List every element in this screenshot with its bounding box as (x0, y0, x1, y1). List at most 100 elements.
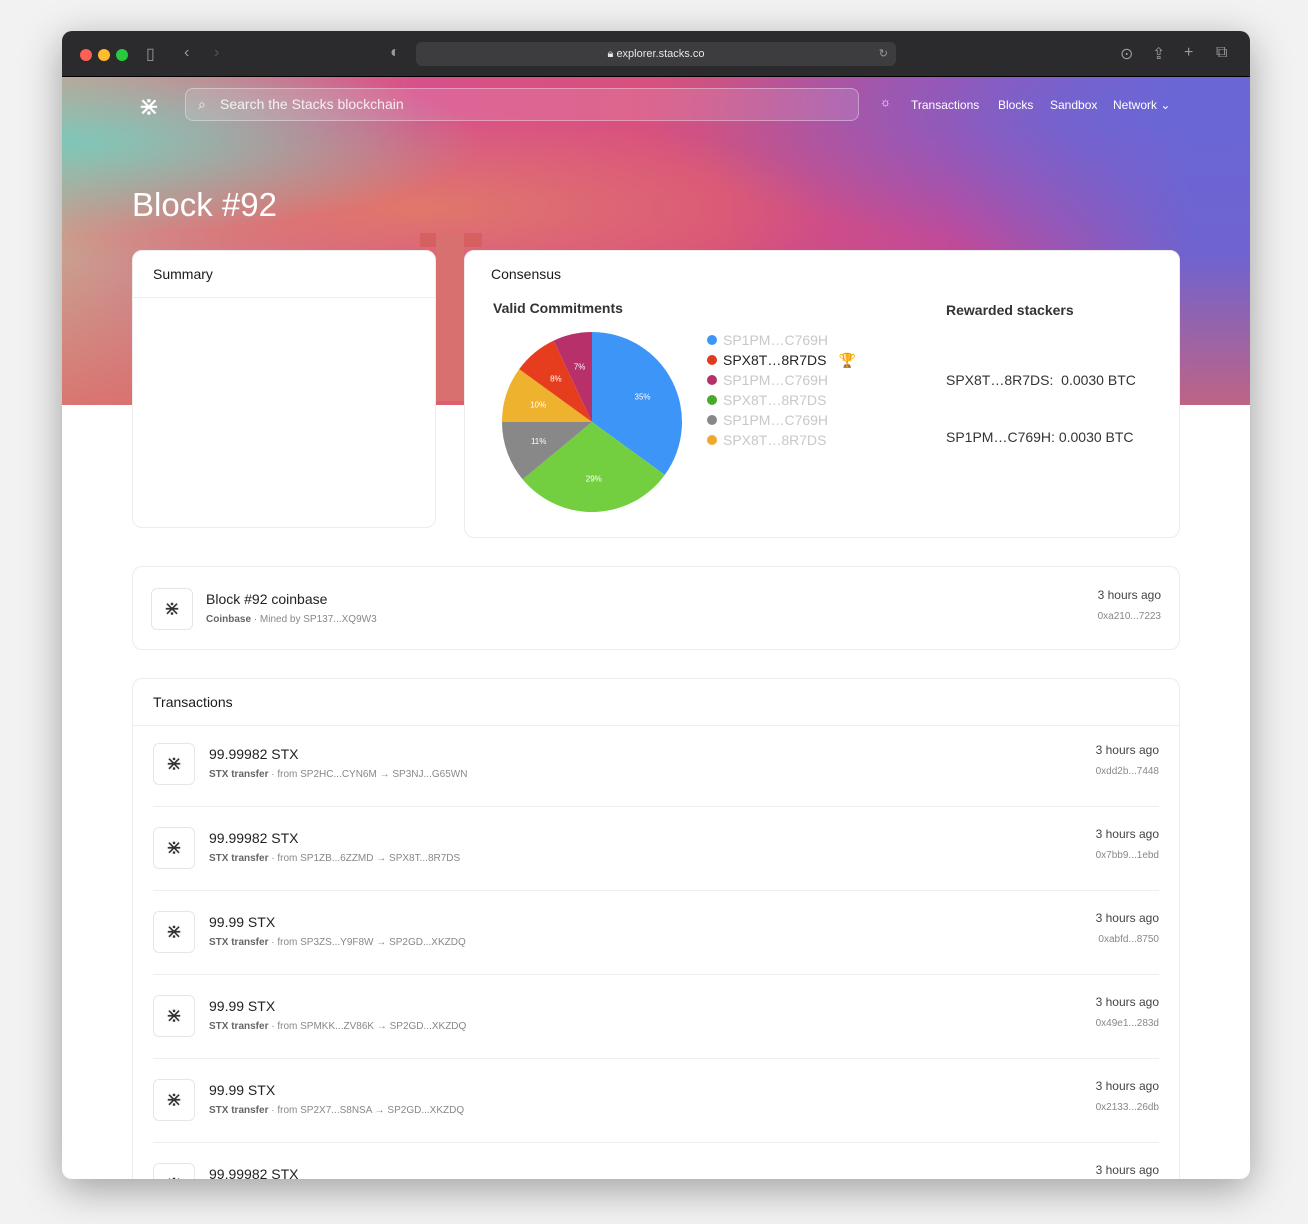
nav-network[interactable]: Network ⌄ (1113, 98, 1171, 112)
transaction-row[interactable]: ⋇ 99.99982 STX STX transfer · from SP2HC… (153, 723, 1159, 807)
legend-swatch (707, 355, 717, 365)
tx-type: STX transfer (209, 1021, 269, 1032)
legend-item: SPX8T…8R7DS (707, 392, 826, 408)
legend-item: SP1PM…C769H (707, 412, 828, 428)
coinbase-card[interactable]: ⋇ Block #92 coinbase Coinbase · Mined by… (132, 566, 1180, 650)
tx-from: from SP3ZS...Y9F8W (277, 937, 374, 948)
consensus-title: Consensus (491, 266, 562, 282)
consensus-card: Consensus Valid Commitments 35% 29% 11% 10%… (464, 250, 1180, 538)
search-input[interactable]: ⌕ Search the Stacks blockchain (185, 88, 859, 121)
transactions-title: Transactions (133, 679, 1179, 726)
tx-to: SP2GD...XKZDQ (387, 1105, 465, 1116)
stacks-icon: ⋇ (153, 1163, 195, 1179)
arrow-right-icon: → (376, 1021, 387, 1032)
transactions-card: Transactions ⋇ 99.99982 STX STX transfer… (132, 678, 1180, 1179)
pie-slice-label: 11% (531, 437, 546, 446)
stacks-icon: ⋇ (153, 911, 195, 953)
legend-label: SPX8T…8R7DS (723, 432, 827, 448)
summary-card: Summary (132, 250, 436, 528)
tx-time: 3 hours ago (1095, 827, 1159, 841)
tx-to: SP2GD...XKZDQ (389, 937, 466, 948)
nav-transactions[interactable]: Transactions (911, 98, 980, 112)
legend-swatch (707, 435, 717, 445)
tx-to: SP3NJ...G65WN (392, 769, 468, 780)
pie-slice[interactable] (553, 332, 592, 422)
nav-blocks[interactable]: Blocks (998, 98, 1034, 112)
pie-slice[interactable] (502, 369, 592, 422)
pie-slice[interactable] (519, 340, 592, 422)
legend-label: SP1PM…C769H (723, 332, 829, 348)
legend-label: SP1PM…C769H (723, 372, 829, 388)
stacks-icon: ⋇ (153, 743, 195, 785)
legend-label: SPX8T…8R7DS (723, 352, 827, 368)
tx-time: 3 hours ago (1097, 588, 1161, 602)
tx-hash: 0xa210...7223 (1097, 611, 1161, 622)
browser-toolbar: ▯ ‹ › ◐ 🔒︎ explorer.stacks.co ↻ ⊙ ⇪ + ⧉ (62, 31, 1250, 77)
coinbase-title: Block #92 coinbase (206, 591, 328, 607)
tx-time: 3 hours ago (1095, 1163, 1159, 1177)
transaction-row[interactable]: ⋇ 99.99982 STX 3 hours ago (153, 1143, 1159, 1179)
page-title: Block #92 (132, 186, 277, 223)
legend-label: SP1PM…C769H (723, 412, 829, 428)
browser-window: ▯ ‹ › ◐ 🔒︎ explorer.stacks.co ↻ ⊙ ⇪ + ⧉ ⋇… (62, 31, 1250, 1179)
decorative-shape (420, 233, 482, 401)
share-icon[interactable]: ⇪ (1152, 46, 1166, 63)
shield-icon[interactable]: ◐ (390, 44, 400, 61)
theme-toggle-icon[interactable]: ☼ (880, 95, 891, 109)
arrow-right-icon: → (374, 1105, 385, 1116)
transaction-row[interactable]: ⋇ 99.99 STX STX transfer · from SP2X7...… (153, 1059, 1159, 1143)
address-bar[interactable]: 🔒︎ explorer.stacks.co ↻ (416, 42, 896, 66)
legend-swatch (707, 335, 717, 345)
tx-amount: 99.99982 STX (209, 1166, 299, 1179)
back-icon[interactable]: ‹ (184, 44, 190, 61)
trophy-icon: 🏆 (838, 352, 856, 368)
arrow-right-icon: → (376, 853, 387, 864)
close-window-button[interactable] (80, 49, 92, 61)
tx-from: from SPMKK...ZV86K (277, 1021, 375, 1032)
forward-icon[interactable]: › (214, 44, 220, 61)
nav-sandbox[interactable]: Sandbox (1050, 98, 1098, 112)
tx-type: STX transfer (209, 853, 269, 864)
tx-time: 3 hours ago (1095, 995, 1159, 1009)
rewarded-stacker: SPX8T…8R7DS: 0.0030 BTC (946, 372, 1136, 388)
arrow-right-icon: → (376, 937, 387, 948)
tx-type: Coinbase (206, 614, 252, 625)
legend-swatch (707, 415, 717, 425)
stacks-icon: ⋇ (151, 588, 193, 630)
legend-swatch (707, 395, 717, 405)
tabs-overview-icon[interactable]: ⧉ (1216, 44, 1228, 61)
legend-item: SP1PM…C769H (707, 332, 828, 348)
transaction-row[interactable]: ⋇ 99.99 STX STX transfer · from SPMKK...… (153, 975, 1159, 1059)
tx-amount: 99.99 STX (209, 1082, 276, 1098)
valid-commitments-title: Valid Commitments (493, 300, 623, 316)
tx-hash: 0x49e1...283d (1095, 1018, 1159, 1029)
transaction-row[interactable]: ⋇ 99.99982 STX STX transfer · from SP1ZB… (153, 807, 1159, 891)
tx-to: SPX8T...8R7DS (389, 853, 461, 864)
maximize-window-button[interactable] (116, 49, 128, 61)
sidebar-icon[interactable]: ▯ (146, 46, 155, 63)
stacks-icon: ⋇ (153, 1079, 195, 1121)
tx-from: from SP1ZB...6ZZMD (277, 853, 374, 864)
pie-slice[interactable] (592, 332, 682, 475)
legend-label: SPX8T…8R7DS (723, 392, 827, 408)
transaction-row[interactable]: ⋇ 99.99 STX STX transfer · from SP3ZS...… (153, 891, 1159, 975)
pie-slice[interactable] (502, 422, 592, 480)
new-tab-icon[interactable]: + (1184, 44, 1194, 61)
pie-slice-label: 10% (530, 400, 546, 409)
tx-hash: 0x7bb9...1ebd (1095, 850, 1159, 861)
download-icon[interactable]: ⊙ (1120, 46, 1134, 63)
legend-item: SP1PM…C769H (707, 372, 828, 388)
pie-slice-label: 8% (550, 374, 562, 383)
reload-icon[interactable]: ↻ (878, 48, 888, 60)
tx-amount: 99.99982 STX (209, 746, 299, 762)
stacks-logo-icon[interactable]: ⋇ (138, 91, 160, 121)
legend-item: SPX8T…8R7DS (707, 432, 826, 448)
pie-slice[interactable] (522, 422, 665, 512)
pie-slice-label: 29% (586, 475, 602, 484)
tx-hash: 0xdd2b...7448 (1095, 766, 1159, 777)
minimize-window-button[interactable] (98, 49, 110, 61)
lock-icon: 🔒︎ (607, 48, 617, 60)
rewarded-stacker: SP1PM…C769H: 0.0030 BTC (946, 429, 1134, 445)
summary-title: Summary (133, 251, 435, 298)
tx-type: STX transfer (209, 937, 269, 948)
